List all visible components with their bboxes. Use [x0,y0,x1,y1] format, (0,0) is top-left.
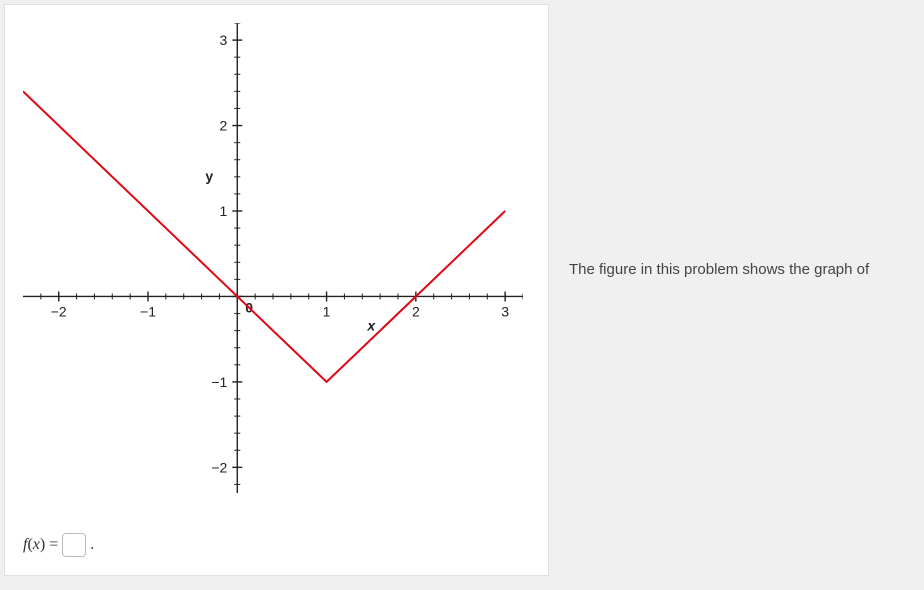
side-text: The figure in this problem shows the gra… [559,0,924,590]
answer-input[interactable] [62,533,86,557]
svg-text:2: 2 [219,118,227,134]
svg-text:−2: −2 [51,303,67,319]
page-root: −2−1123−2−11230yx f(x) = . The figure in… [0,0,924,590]
svg-text:−1: −1 [140,303,156,319]
svg-text:y: y [205,168,213,184]
chart-svg: −2−1123−2−11230yx [23,23,523,493]
svg-text:1: 1 [219,203,227,219]
svg-text:−1: −1 [211,374,227,390]
equation-prefix: f(x) = [23,536,58,554]
svg-text:1: 1 [323,303,331,319]
svg-text:3: 3 [501,303,509,319]
equation-suffix: . [90,536,94,554]
svg-text:−2: −2 [211,459,227,475]
svg-text:2: 2 [412,303,420,319]
equation-row: f(x) = . [23,533,94,557]
chart-area: −2−1123−2−11230yx [23,23,523,503]
problem-panel: −2−1123−2−11230yx f(x) = . [4,4,549,576]
svg-text:3: 3 [219,32,227,48]
svg-text:x: x [366,317,376,333]
